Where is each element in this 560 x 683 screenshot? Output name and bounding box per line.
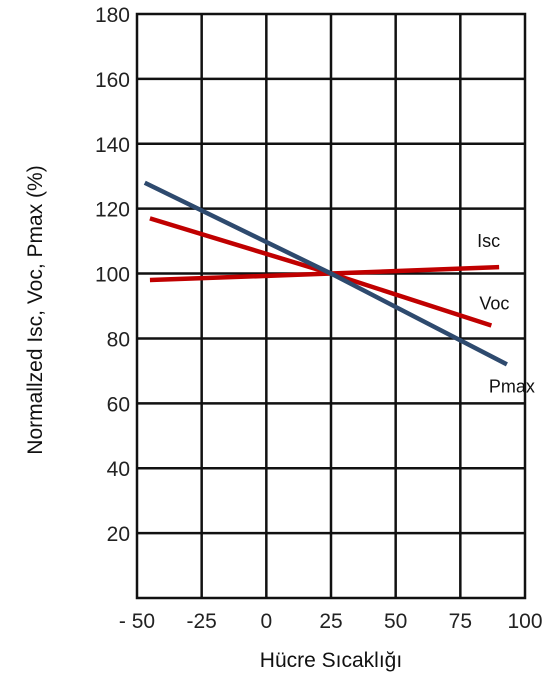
plot-frame bbox=[135, 12, 527, 600]
y-tick-label: 160 bbox=[95, 69, 130, 92]
y-tick-label: 120 bbox=[95, 199, 130, 222]
y-tick-label: 100 bbox=[95, 264, 130, 287]
y-tick-label: 180 bbox=[95, 4, 130, 27]
y-tick-labels: 20 40 60 80 100 120 140 160 180 bbox=[95, 4, 130, 546]
series-line-pmax bbox=[143, 180, 508, 367]
series-label-voc: Voc bbox=[479, 293, 509, 313]
x-tick-label: 100 bbox=[507, 610, 542, 633]
series-label-pmax: Pmax bbox=[489, 376, 535, 396]
y-tick-label: 80 bbox=[107, 328, 130, 351]
x-tick-label: 75 bbox=[449, 610, 472, 633]
y-tick-label: 60 bbox=[107, 393, 130, 416]
x-tick-label: 0 bbox=[260, 610, 272, 633]
x-tick-label: 25 bbox=[319, 610, 342, 633]
y-tick-label: 40 bbox=[107, 458, 130, 481]
x-axis-title: Hücre Sıcaklığı bbox=[260, 649, 402, 672]
y-tick-label: 20 bbox=[107, 523, 130, 546]
x-tick-label: -25 bbox=[186, 610, 216, 633]
series-lines bbox=[143, 180, 508, 367]
y-axis-title: Normallzed Isc, Voc, Pmax (%) bbox=[24, 165, 47, 454]
series-label-isc: Isc bbox=[477, 231, 500, 251]
x-tick-label: 50 bbox=[384, 610, 407, 633]
y-tick-label: 140 bbox=[95, 134, 130, 157]
x-tick-labels: - 50 -25 0 25 50 75 100 bbox=[119, 610, 543, 633]
series-labels: Isc Voc Pmax bbox=[477, 231, 535, 396]
grid bbox=[137, 14, 525, 598]
x-tick-label: - 50 bbox=[119, 610, 155, 633]
